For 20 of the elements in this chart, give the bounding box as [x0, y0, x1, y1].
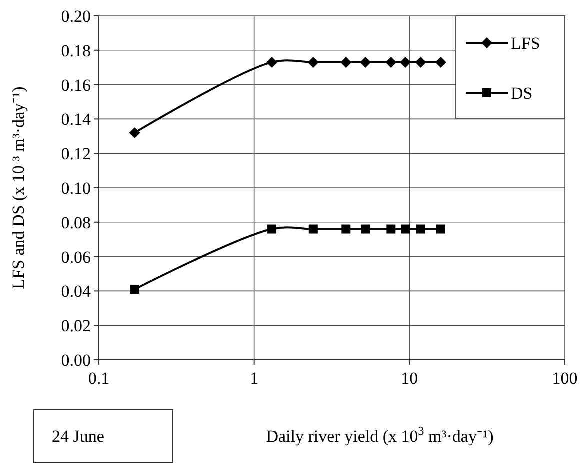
y-axis-title: LFS and DS (x 10 ³ m³·day⁻¹): [9, 86, 28, 290]
y-tick-label: 0.04: [61, 282, 92, 302]
y-tick-label: 0.14: [61, 110, 92, 130]
y-tick-label: 0.20: [61, 7, 91, 26]
x-axis-title: Daily river yield (x 10$^{3}$ m³·day⁻¹): [266, 424, 494, 446]
x-tick-label: 0.1: [88, 369, 110, 388]
y-tick-label: 0.16: [61, 76, 91, 95]
y-tick-label: 0.02: [61, 316, 91, 336]
y-tick-label: 0.10: [61, 179, 91, 198]
text: 24 June: [52, 427, 104, 446]
x-tick-label: 1: [250, 369, 259, 388]
legend-label: DS: [511, 84, 533, 103]
y-tick-label: 0.18: [61, 41, 91, 60]
y-tick-label: 0.12: [61, 144, 91, 164]
y-tick-label: 0.00: [61, 351, 91, 370]
legend-label: LFS: [511, 34, 540, 53]
x-tick-label: 10: [401, 369, 418, 388]
x-tick-label: 100: [552, 369, 578, 388]
y-tick-label: 0.08: [61, 213, 91, 232]
y-tick-label: 0.06: [61, 248, 91, 267]
